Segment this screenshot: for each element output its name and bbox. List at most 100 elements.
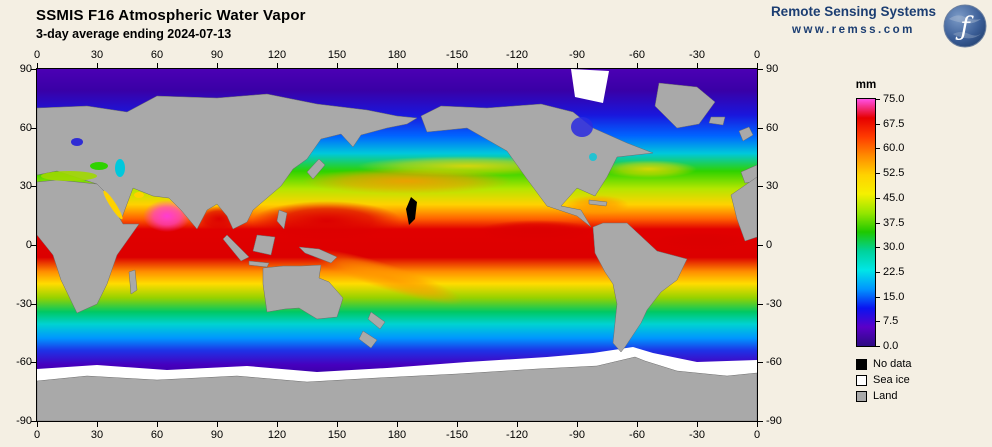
lon-tick-label-top: 30 [90, 49, 104, 61]
colorbar-tick-mark [876, 173, 880, 175]
page-title: SSMIS F16 Atmospheric Water Vapor [36, 7, 306, 24]
lon-tick-label-bottom: -150 [445, 429, 469, 441]
lat-tick-label-left: 90 [19, 63, 32, 75]
lat-tick-label-right: -90 [766, 415, 782, 427]
colorbar-tick-label: 52.5 [883, 167, 905, 180]
axis-tick-mark [758, 303, 763, 305]
lat-tick-label-left: -90 [16, 415, 32, 427]
no-data-mark [406, 197, 417, 225]
colorbar-tick-label: 30.0 [883, 241, 905, 254]
axis-tick-mark [217, 422, 218, 427]
svg-text:ƒ: ƒ [955, 12, 974, 42]
lon-tick-label-top: 120 [267, 49, 287, 61]
colorbar-tick-mark [876, 346, 880, 347]
colorbar-tick-label: 37.5 [883, 216, 905, 229]
ocean-vapor-layer [37, 69, 757, 421]
axis-tick-mark [758, 186, 763, 188]
lat-tick-label-left: 30 [19, 180, 32, 193]
lat-tick-label-left: -60 [16, 356, 32, 369]
lon-tick-label-bottom: 120 [267, 429, 287, 441]
lat-tick-label-right: -30 [766, 297, 782, 310]
lat-tick-label-left: -30 [16, 297, 32, 310]
axis-tick-mark [397, 422, 398, 427]
lon-tick-label-bottom: 60 [150, 429, 164, 441]
lon-tick-label-bottom: 150 [327, 429, 347, 441]
axis-tick-mark [637, 422, 638, 427]
colorbar-tick-mark [876, 321, 880, 323]
axis-tick-mark [577, 422, 578, 427]
colorbar-tick-mark [876, 271, 880, 273]
axis-tick-mark [97, 422, 98, 427]
lon-tick-label-bottom: -120 [505, 429, 529, 441]
brand-name: Remote Sensing Systems [770, 4, 936, 19]
axis-tick-mark [697, 422, 698, 427]
lat-tick-label-left: 60 [19, 121, 32, 134]
lon-tick-label-bottom: -90 [569, 429, 585, 441]
land-layer [37, 82, 757, 421]
lon-tick-label-top: 180 [387, 49, 407, 61]
axis-tick-mark [758, 421, 763, 422]
lon-tick-label-bottom: 30 [90, 429, 104, 441]
axis-tick-mark [517, 422, 518, 427]
lon-tick-label-top: -30 [689, 49, 705, 61]
lon-tick-label-bottom: -30 [689, 429, 705, 441]
lon-tick-label-top: 60 [150, 49, 164, 61]
colorbar-tick-label: 45.0 [883, 191, 905, 204]
lat-tick-label-right: 60 [766, 121, 779, 134]
colorbar-tick-mark [876, 296, 880, 298]
colorbar-tick-label: 0.0 [883, 340, 899, 352]
branding: Remote Sensing Systems www.remss.com ƒ [771, 4, 987, 48]
inland-water-layer [41, 117, 597, 220]
legend-swatch [856, 390, 867, 402]
colorbar-unit-label: mm [855, 79, 877, 91]
lat-tick-label-left: 0 [25, 239, 32, 251]
lat-tick-label-right: -60 [766, 356, 782, 369]
lon-tick-label-top: -150 [445, 49, 469, 61]
colorbar-tick-label: 22.5 [883, 265, 905, 278]
page-subtitle: 3-day average ending 2024-07-13 [36, 27, 232, 41]
colorbar-tick-mark [876, 222, 880, 224]
brand-text-block: Remote Sensing Systems www.remss.com [771, 4, 936, 36]
axis-tick-mark [758, 127, 763, 129]
colorbar-tick-label: 67.5 [883, 117, 905, 130]
colorbar-tick-label: 15.0 [883, 290, 905, 303]
colorbar-tick-label: 60.0 [883, 142, 905, 155]
lat-tick-label-right: 30 [766, 180, 779, 193]
lat-tick-label-right: 90 [766, 63, 779, 75]
lon-tick-label-top: -120 [505, 49, 529, 61]
axis-tick-mark [758, 362, 763, 364]
lon-tick-label-bottom: 0 [753, 429, 761, 441]
legend-item: Land [856, 390, 912, 402]
legend-label: No data [873, 358, 912, 370]
legend: No data Sea ice Land [856, 358, 912, 406]
legend-swatch [856, 358, 867, 370]
colorbar-tick-mark [876, 247, 880, 249]
axis-tick-mark [277, 422, 278, 427]
colorbar-tick-mark [876, 99, 880, 100]
lon-tick-label-top: 0 [753, 49, 761, 61]
remss-url-link[interactable]: www.remss.com [792, 24, 915, 36]
colorbar-tick-label: 7.5 [883, 315, 899, 328]
colorbar-gradient [856, 98, 876, 347]
legend-label: Sea ice [873, 374, 910, 386]
lat-tick-label-right: 0 [766, 239, 773, 251]
legend-item: Sea ice [856, 374, 912, 386]
axis-tick-mark [37, 422, 38, 427]
lon-tick-label-top: -90 [569, 49, 585, 61]
world-map [37, 69, 757, 421]
lon-tick-label-bottom: 0 [33, 429, 41, 441]
axis-tick-mark [758, 245, 763, 246]
legend-item: No data [856, 358, 912, 370]
colorbar-tick-mark [876, 123, 880, 125]
lon-tick-label-top: 0 [33, 49, 41, 61]
lon-tick-label-bottom: 90 [210, 429, 224, 441]
globe-logo-icon: ƒ [943, 4, 987, 48]
lon-tick-label-bottom: -60 [629, 429, 645, 441]
axis-tick-mark [757, 422, 758, 427]
axis-tick-mark [157, 422, 158, 427]
lon-tick-label-top: 150 [327, 49, 347, 61]
world-map-frame [36, 68, 758, 422]
lon-tick-label-bottom: 180 [387, 429, 407, 441]
lon-tick-label-top: -60 [629, 49, 645, 61]
colorbar-tick-label: 75.0 [883, 93, 905, 105]
